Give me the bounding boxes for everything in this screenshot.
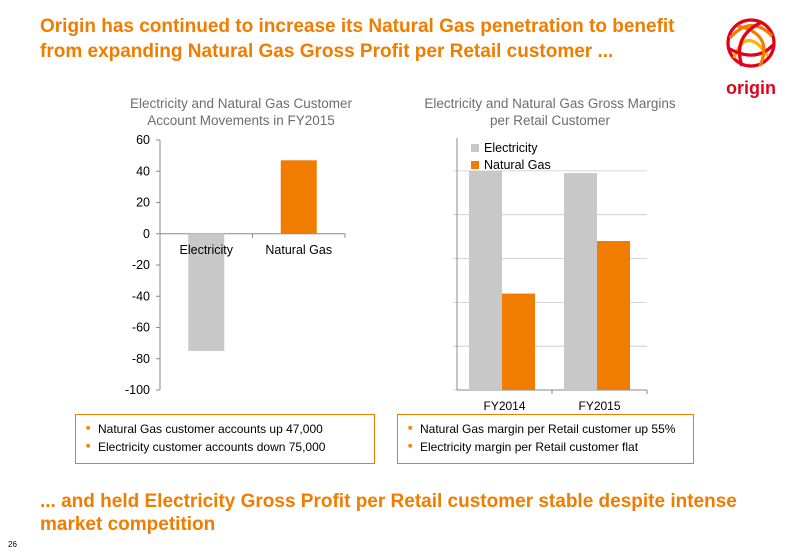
left-y-tick-label: -40 [132,289,150,303]
right-bullet-2: ■ Electricity margin per Retail customer… [408,438,683,456]
left-y-tick-label: 20 [136,196,150,210]
left-bullet-1: ■ Natural Gas customer accounts up 47,00… [86,420,364,438]
bar-natural-gas [280,160,317,234]
bar-electricity [188,233,225,351]
bullet-icon: ■ [86,443,91,450]
legend-label: Electricity [484,141,538,155]
origin-logo: origin [726,18,776,98]
left-y-tick-label: -80 [132,352,150,366]
bullet-icon: ■ [408,443,413,450]
right-chart-title: Electricity and Natural Gas Gross Margin… [424,96,676,128]
page-title: Origin has continued to increase its Nat… [40,16,675,62]
left-y-tick-label: -60 [132,321,150,335]
right-summary-box: ■ Natural Gas margin per Retail customer… [397,414,694,464]
logo-wordmark: origin [726,78,776,98]
left-bullet-2-text: Electricity customer accounts down 75,00… [98,440,326,454]
bullet-icon: ■ [408,425,413,432]
bar-natural-gas-fy2014 [502,293,535,390]
legend-label: Natural Gas [484,158,551,172]
bar-electricity-fy2014 [469,170,502,390]
left-chart-title: Electricity and Natural Gas Customer Acc… [129,96,353,128]
legend-swatch [471,161,479,169]
right-category-label: FY2014 [483,399,525,413]
right-category-label: FY2015 [578,399,620,413]
left-bullet-1-text: Natural Gas customer accounts up 47,000 [98,422,323,436]
logo-sun-icon [726,18,776,68]
bar-electricity-fy2015 [564,173,597,390]
left-bullet-2: ■ Electricity customer accounts down 75,… [86,438,364,456]
legend-swatch [471,144,479,152]
left-y-tick-label: 40 [136,164,150,178]
page-number: 26 [8,540,17,549]
left-category-label: Electricity [180,243,234,257]
left-y-tick-label: 60 [136,133,150,147]
bar-natural-gas-fy2015 [597,240,630,390]
left-y-tick-label: -20 [132,258,150,272]
footer-statement: ... and held Electricity Gross Profit pe… [40,491,737,535]
left-y-tick-label: 0 [143,227,150,241]
left-y-tick-label: -100 [125,383,150,397]
right-bullet-1-text: Natural Gas margin per Retail customer u… [420,422,676,436]
left-category-label: Natural Gas [265,243,332,257]
bullet-icon: ■ [86,425,91,432]
left-chart: 60 40 20 0 -20 -40 -60 -80 -100 Electricity Natura… [125,133,346,397]
left-summary-box: ■ Natural Gas customer accounts up 47,00… [75,414,375,464]
right-chart: FY2014 FY2015 Electricity Natural Gas [453,138,648,413]
right-bullet-2-text: Electricity margin per Retail customer f… [420,440,639,454]
right-bullet-1: ■ Natural Gas margin per Retail customer… [408,420,683,438]
